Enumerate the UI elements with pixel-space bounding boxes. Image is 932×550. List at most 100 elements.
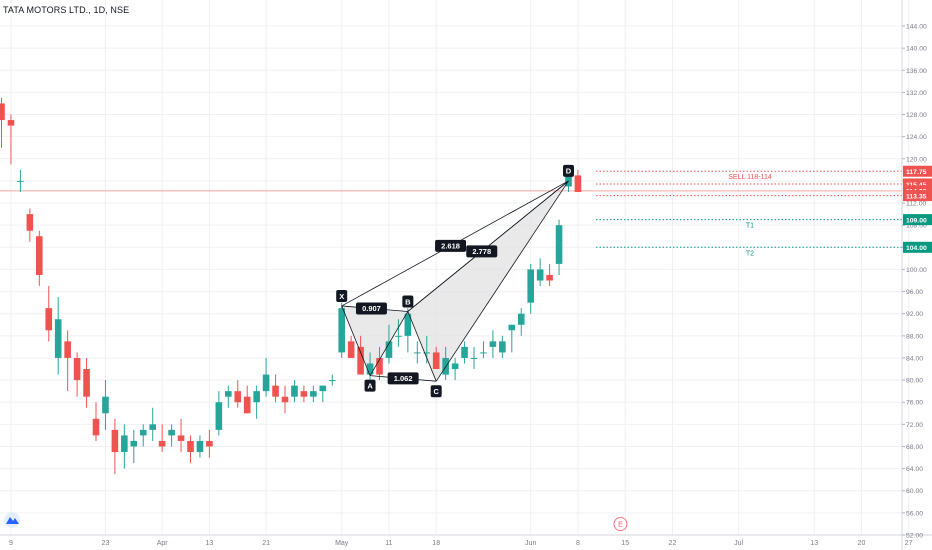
ratio-label: 2.778 [472, 247, 491, 256]
y-tick-label: 92.00 [906, 311, 923, 318]
candle-body [0, 103, 5, 121]
candle-body [310, 391, 317, 397]
price-tag-bg [903, 241, 932, 253]
candle-body [206, 440, 213, 447]
candle-body [357, 346, 364, 375]
ratio-label-bg [355, 302, 387, 315]
y-tick-label: 108.00 [906, 223, 927, 230]
y-tick-label: 52.00 [906, 533, 923, 540]
ratio-label-bg [466, 245, 498, 258]
candle-body [139, 429, 147, 436]
candle-body [347, 341, 355, 358]
ratio-label: 0.907 [362, 304, 381, 313]
x-tick-label: 8 [576, 540, 580, 547]
candle-body [489, 341, 497, 347]
event-marker-label: E [618, 522, 623, 529]
ratio-label: 1.062 [394, 374, 413, 383]
x-tick-label: May [335, 540, 349, 547]
point-label: X [339, 292, 344, 301]
x-tick-label: 13 [206, 540, 214, 547]
candle-body [395, 335, 402, 337]
candle-body [196, 440, 204, 453]
y-tick-label: 140.00 [906, 46, 927, 53]
point-label-bg [364, 379, 376, 392]
candle-body [328, 380, 336, 382]
tradingview-logo-icon [4, 512, 20, 528]
candle-body [376, 357, 383, 375]
y-tick-label: 124.00 [906, 134, 927, 141]
price-tag-bg [903, 178, 932, 190]
price-tag-bg [903, 190, 932, 202]
candle-body [7, 120, 15, 126]
pattern-leg-xa [341, 305, 371, 376]
candle-body [432, 352, 440, 370]
y-tick-label: 120.00 [906, 156, 927, 163]
candle-body [291, 385, 298, 397]
logo-mountains [6, 517, 19, 524]
candle-body [470, 357, 478, 359]
candle-body [130, 440, 138, 447]
candle-body [508, 324, 516, 331]
candle-body [17, 180, 24, 182]
candle-body [574, 175, 582, 192]
ratio-label-bg [387, 372, 419, 385]
y-tick-label: 132.00 [906, 90, 927, 97]
event-marker-icon [613, 517, 628, 531]
y-tick-label: 136.00 [906, 68, 927, 75]
y-tick-label: 64.00 [906, 466, 923, 473]
pattern-triangle-bcd [407, 180, 569, 382]
y-tick-label: 100.00 [906, 267, 927, 274]
price-tag-label: 117.75 [906, 169, 927, 176]
price-tag-label: 115.45 [906, 182, 927, 189]
candle-body [480, 352, 487, 354]
candle-body [461, 346, 468, 358]
x-tick-label: 13 [810, 540, 818, 547]
pattern-leg-bc [407, 311, 437, 382]
candle-body [54, 319, 62, 358]
candle-body [555, 225, 563, 264]
candle-body [404, 313, 412, 336]
price-tag-label: 109.00 [906, 217, 927, 224]
y-tick-label: 68.00 [906, 444, 923, 451]
candle-body [168, 429, 175, 436]
candle-body [253, 391, 260, 403]
candle-body [149, 424, 156, 430]
candle-body [366, 363, 374, 375]
level-text: SELL 118-114 [728, 174, 772, 181]
price-tag-label: 104.00 [906, 245, 927, 252]
ratio-label: 2.618 [441, 242, 460, 251]
candle-body [234, 391, 242, 403]
candle-body [300, 391, 308, 397]
candle-body [414, 352, 421, 354]
candle-body [527, 269, 534, 303]
x-tick-label: 21 [262, 540, 270, 547]
candle-body [319, 385, 327, 392]
x-tick-label: 9 [9, 540, 13, 547]
x-tick-label: 18 [432, 540, 440, 547]
y-tick-label: 60.00 [906, 488, 923, 495]
point-label-bg [563, 164, 574, 177]
candle-body [262, 374, 270, 392]
candle-body [225, 391, 232, 397]
pattern-leg-ab [369, 311, 409, 376]
candle-body [451, 363, 459, 370]
candle-body [83, 369, 90, 397]
candle-body [338, 308, 345, 353]
candle-body [26, 214, 34, 231]
x-tick-label: 23 [102, 540, 110, 547]
level-text: T2 [746, 250, 754, 257]
x-tick-label: Jun [525, 540, 536, 547]
candle-body [36, 236, 43, 275]
candle-body [517, 313, 525, 325]
candle-body [121, 435, 128, 453]
candle-body [45, 308, 53, 331]
point-label-bg [430, 385, 442, 398]
y-tick-label: 128.00 [906, 112, 927, 119]
point-label-bg [402, 295, 414, 308]
candle-body [499, 341, 506, 353]
x-tick-label: Jul [734, 540, 743, 547]
y-tick-label: 72.00 [906, 422, 923, 429]
candle-body [73, 357, 81, 381]
